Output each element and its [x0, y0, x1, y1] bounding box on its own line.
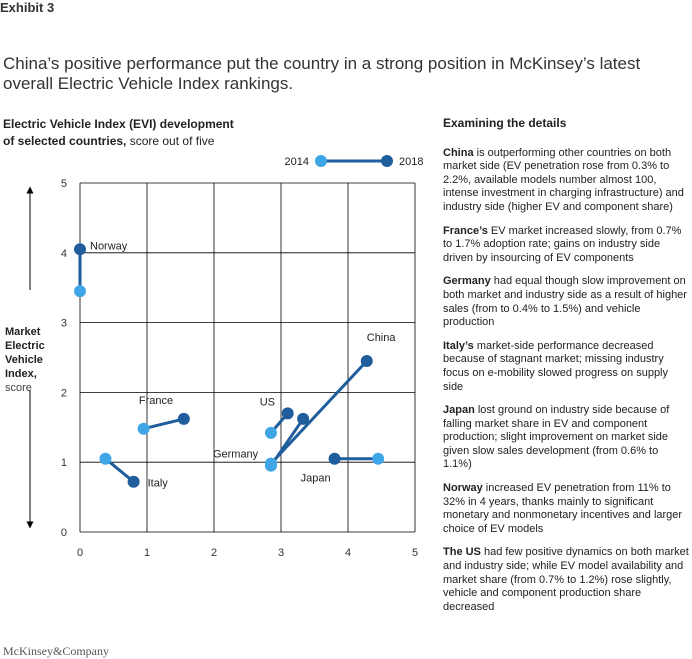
legend-point-2018: [381, 155, 393, 167]
detail-item-country: China: [443, 146, 474, 159]
x-tick-label: 1: [144, 547, 150, 559]
country-label: France: [139, 395, 173, 407]
legend-point-2014: [315, 155, 327, 167]
chart-title: Electric Vehicle Index (EVI) development…: [3, 116, 263, 150]
y-tick-label: 0: [61, 527, 67, 539]
series-japan: Japan: [301, 452, 385, 485]
country-label: Japan: [301, 473, 331, 485]
axes: 0 1 2 3 4 5 0 1 2 3 4 5 Market Electric Vehicle Index, s…: [5, 178, 418, 559]
detail-item: Norway increased EV penetration from 11%…: [443, 482, 689, 536]
detail-item: France’s EV market increased slowly, fro…: [443, 225, 689, 266]
country-label: Norway: [90, 240, 128, 252]
detail-item-country: Japan: [443, 404, 475, 417]
detail-item-text: increased EV penetration from 11% to 32%…: [443, 482, 683, 535]
country-label: Italy: [148, 478, 169, 490]
details-panel: Examining the details China is outperfor…: [443, 116, 689, 624]
point-2018: [328, 452, 341, 465]
connector-line: [104, 457, 135, 483]
detail-item-text: market-side performance decreased becaus…: [443, 339, 669, 393]
x-tick-label: 5: [412, 547, 418, 559]
x-tick-label: 2: [211, 547, 217, 559]
chart-title-rest: score out of five: [126, 134, 215, 148]
point-2014: [264, 426, 277, 439]
series-china: China: [264, 332, 397, 470]
detail-item: China is outperforming other countries o…: [443, 147, 689, 215]
point-2014: [137, 422, 150, 435]
y-tick-label: 4: [61, 248, 67, 260]
series-us: US: [260, 396, 294, 439]
grid: [79, 182, 416, 533]
detail-item-country: Italy’s: [443, 339, 474, 352]
y-tick-label: 1: [61, 457, 67, 469]
legend-label-2018: 2018: [399, 156, 423, 168]
series: Norway France Italy US Germany China Japan: [74, 240, 397, 490]
detail-item-country: The US: [443, 546, 481, 559]
point-2014: [99, 452, 112, 465]
headline: China’s positive performance put the cou…: [3, 54, 641, 93]
x-tick-label: 3: [278, 547, 284, 559]
detail-item: Germany had equal though slow improvemen…: [443, 275, 689, 329]
evi-scatter-chart: 0 1 2 3 4 5 0 1 2 3 4 5 Market Electric Vehicle Index, s…: [5, 155, 423, 559]
point-2018: [281, 407, 294, 420]
detail-item: Japan lost ground on industry side becau…: [443, 404, 689, 472]
details-list: China is outperforming other countries o…: [443, 147, 689, 615]
legend: 2014 2018: [285, 155, 423, 168]
details-heading: Examining the details: [443, 116, 567, 130]
chart-title-line2: of selected countries, score out of five: [3, 133, 263, 150]
x-tick-label: 0: [77, 547, 83, 559]
point-2018: [177, 412, 190, 425]
chart-title-bold: of selected countries,: [3, 134, 127, 148]
x-tick-label: 4: [345, 547, 351, 559]
detail-item-text: had equal though slow improvement on bot…: [443, 275, 687, 329]
y-axis-label: Index,: [5, 368, 37, 380]
detail-item: The US had few positive dynamics on both…: [443, 546, 689, 614]
legend-label-2014: 2014: [285, 156, 309, 168]
country-label: US: [260, 396, 275, 408]
y-axis-unit: score: [5, 382, 32, 394]
y-axis-label: Electric: [5, 340, 45, 352]
point-2014: [372, 452, 385, 465]
exhibit-label: Exhibit 3: [0, 0, 55, 15]
series-norway: Norway: [74, 240, 128, 298]
series-france: France: [137, 395, 190, 435]
connector-line: [269, 359, 368, 465]
y-axis-label: Vehicle: [5, 354, 43, 366]
point-2018: [74, 243, 86, 256]
connector-line: [143, 417, 185, 431]
point-2014: [74, 285, 86, 298]
detail-item-country: Norway: [443, 482, 483, 495]
series-italy: Italy: [99, 452, 169, 490]
country-label: Germany: [213, 449, 259, 461]
detail-item: Italy’s market-side performance decrease…: [443, 340, 689, 394]
point-2014: [264, 457, 277, 470]
detail-item-text: lost ground on industry side because of …: [443, 404, 670, 471]
footer-logo: McKinsey&Company: [3, 644, 109, 658]
y-tick-label: 5: [61, 178, 67, 190]
y-axis-label: Market: [5, 326, 41, 338]
detail-item-country: Germany: [443, 275, 491, 288]
point-2018: [127, 475, 140, 488]
detail-item-text: EV market increased slowly, from 0.7% to…: [443, 224, 682, 264]
chart-title-line1: Electric Vehicle Index (EVI) development: [3, 117, 234, 131]
detail-item-text: is outperforming other countries on both…: [443, 146, 684, 213]
detail-item-country: France’s: [443, 224, 488, 237]
detail-item-text: had few positive dynamics on both market…: [443, 546, 689, 613]
point-2018: [360, 354, 373, 367]
y-tick-label: 2: [61, 387, 67, 399]
point-2018: [297, 412, 310, 425]
y-tick-label: 3: [61, 318, 67, 330]
country-label: China: [367, 332, 397, 344]
series-germany: Germany: [213, 412, 310, 472]
